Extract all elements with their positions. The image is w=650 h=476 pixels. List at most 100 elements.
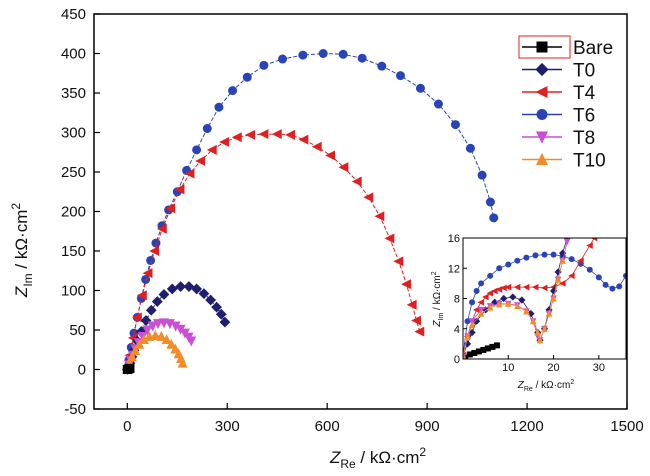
data-point-t6 bbox=[415, 83, 425, 93]
inset-series-layer bbox=[463, 238, 626, 359]
inset-data-point-t10 bbox=[534, 328, 542, 336]
data-point-t4 bbox=[156, 223, 167, 234]
inset-series-line-t6 bbox=[463, 254, 626, 356]
data-point-t4 bbox=[285, 129, 296, 140]
inset-series-t6 bbox=[463, 251, 626, 359]
data-point-t0 bbox=[166, 283, 178, 295]
data-point-t6 bbox=[214, 102, 224, 112]
inset-data-point-t6 bbox=[514, 257, 521, 264]
inset-x-axis-label: ZRe / kΩ·cm2 bbox=[517, 379, 575, 393]
inset-data-point-t6 bbox=[478, 280, 485, 287]
y-axis-label: ZIm / kΩ·cm2 bbox=[9, 203, 35, 298]
data-point-t4 bbox=[406, 299, 417, 310]
data-point-t0 bbox=[151, 296, 163, 307]
legend-marker bbox=[535, 152, 549, 165]
legend-item-bare: Bare bbox=[518, 35, 613, 59]
inset-y-tick-label: 12 bbox=[448, 263, 460, 275]
data-point-t4 bbox=[325, 150, 336, 161]
x-tick-label: 900 bbox=[415, 418, 440, 435]
inset-data-point-t10 bbox=[463, 353, 466, 359]
data-point-t0 bbox=[175, 281, 187, 292]
legend-label: T6 bbox=[573, 106, 595, 127]
inset-data-point-t0 bbox=[554, 268, 562, 276]
legend-label: T8 bbox=[573, 128, 595, 149]
data-point-t0 bbox=[219, 316, 231, 328]
data-point-t4 bbox=[411, 315, 421, 326]
inset-data-point-t10 bbox=[541, 325, 548, 332]
inset-data-point-t6 bbox=[609, 285, 616, 292]
inset-data-point-t0 bbox=[472, 317, 481, 325]
data-point-t8 bbox=[147, 321, 158, 332]
legend-label: T0 bbox=[573, 61, 595, 82]
data-point-t10 bbox=[130, 345, 141, 356]
data-point-t6 bbox=[465, 143, 475, 153]
data-point-t0 bbox=[211, 301, 222, 313]
inset-data-point-t6 bbox=[473, 287, 480, 294]
y-tick-label: -50 bbox=[64, 401, 86, 418]
inset-data-point-t4 bbox=[540, 284, 548, 292]
data-point-t4 bbox=[311, 141, 322, 152]
legend-marker bbox=[535, 131, 549, 144]
data-point-t0 bbox=[145, 304, 157, 316]
inset-data-point-t6 bbox=[616, 283, 623, 290]
legend-marker bbox=[536, 109, 548, 120]
x-tick-label: 0 bbox=[123, 418, 131, 435]
inset-data-point-t10 bbox=[486, 303, 494, 311]
data-point-t6 bbox=[242, 72, 252, 82]
y-tick-label: 450 bbox=[61, 6, 86, 23]
inset-data-point-t6 bbox=[602, 281, 609, 288]
data-point-t4 bbox=[142, 268, 153, 279]
data-point-t10 bbox=[127, 351, 137, 362]
inset-x-tick-label: 10 bbox=[502, 362, 514, 374]
inset-data-point-t10 bbox=[464, 332, 471, 340]
inset-data-point-t10 bbox=[514, 302, 521, 310]
data-point-t8 bbox=[142, 325, 153, 336]
data-point-t10 bbox=[156, 330, 167, 341]
inset-data-point-t4 bbox=[577, 257, 584, 264]
data-point-t6 bbox=[338, 49, 348, 59]
inset-data-point-t6 bbox=[623, 272, 626, 279]
legend-label: Bare bbox=[573, 38, 613, 59]
data-point-t4 bbox=[363, 192, 374, 203]
data-point-t4 bbox=[149, 246, 160, 256]
data-point-t4 bbox=[271, 129, 282, 140]
y-tick-label: 100 bbox=[61, 283, 86, 300]
inset-data-point-t10 bbox=[529, 317, 537, 325]
x-tick-label: 600 bbox=[315, 418, 340, 435]
data-point-t4 bbox=[136, 290, 147, 301]
inset-y-tick-label: 16 bbox=[448, 233, 460, 245]
inset-data-point-t0 bbox=[509, 293, 517, 301]
data-point-t8 bbox=[170, 321, 181, 332]
data-point-t4 bbox=[219, 137, 230, 147]
inset-data-point-t6 bbox=[586, 266, 593, 273]
inset-data-point-t4 bbox=[504, 283, 512, 291]
data-point-t4 bbox=[195, 155, 206, 166]
inset-data-point-t6 bbox=[541, 251, 548, 258]
data-point-t6 bbox=[318, 49, 328, 58]
inset-data-point-t10 bbox=[477, 310, 485, 317]
data-point-t4 bbox=[206, 144, 217, 155]
inset-data-point-t10 bbox=[536, 336, 544, 344]
inset-y-tick-label: 0 bbox=[454, 354, 460, 366]
inset-data-point-t0 bbox=[518, 296, 526, 304]
inset-data-point-t6 bbox=[532, 252, 539, 259]
inset-data-point-bare bbox=[475, 348, 482, 355]
inset-data-point-t6 bbox=[523, 254, 530, 261]
data-point-t6 bbox=[259, 60, 269, 70]
data-point-t10 bbox=[150, 330, 161, 341]
y-tick-label: 250 bbox=[61, 164, 86, 181]
data-point-t4 bbox=[374, 211, 385, 222]
inset-data-point-t6 bbox=[550, 251, 557, 258]
inset-data-point-t0 bbox=[527, 310, 535, 318]
inset-data-point-t0 bbox=[559, 249, 567, 257]
inset-data-point-t4 bbox=[559, 280, 566, 287]
inset-data-point-bare bbox=[471, 349, 478, 356]
data-point-t8 bbox=[186, 336, 197, 347]
data-point-t4 bbox=[298, 134, 309, 145]
data-point-t6 bbox=[228, 86, 238, 96]
data-point-t0 bbox=[191, 283, 203, 295]
legend-box bbox=[518, 35, 571, 59]
data-point-t6 bbox=[489, 213, 499, 223]
inset-data-point-t4 bbox=[472, 306, 480, 314]
inset-data-point-t10 bbox=[554, 275, 562, 283]
